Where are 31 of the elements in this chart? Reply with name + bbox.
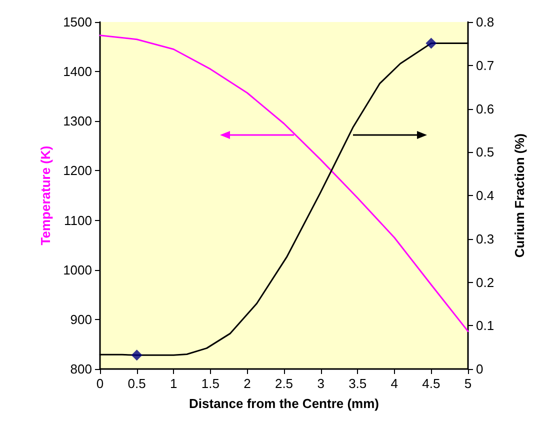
y2-tick-label: 0.5 (476, 144, 494, 160)
y2-tick-label: 0.4 (476, 188, 494, 203)
x-tick-label: 4.5 (422, 376, 440, 391)
x-tick-label: 3.5 (348, 376, 367, 391)
y2-tick-label: 0.7 (476, 58, 494, 73)
x-tick-label: 0 (96, 376, 104, 391)
y-tick-label: 1200 (63, 163, 92, 178)
x-tick-label: 0.5 (128, 376, 146, 391)
y2-tick-label: 0.8 (476, 14, 494, 30)
x-tick-label: 1 (170, 376, 178, 391)
x-tick-label: 4 (390, 376, 398, 391)
x-axis-title: Distance from the Centre (mm) (189, 396, 379, 411)
y-tick-label: 1400 (63, 64, 92, 80)
x-tick-label: 5 (464, 376, 472, 391)
y2-tick-label: 0.6 (476, 101, 494, 116)
y2-tick-label: 0.1 (476, 318, 494, 334)
y-tick-label: 1000 (63, 262, 92, 278)
y2-tick-label: 0 (476, 362, 484, 376)
y-tick-label: 1300 (63, 114, 92, 129)
y-tick-label: 1500 (63, 14, 92, 30)
x-tick-label: 3 (317, 376, 324, 391)
y-tick-label: 900 (70, 312, 92, 327)
x-tick-label: 2 (244, 376, 251, 391)
y-tick-label: 800 (70, 362, 92, 376)
x-tick-label: 2.5 (274, 376, 294, 391)
y-tick-label: 1100 (64, 212, 92, 228)
y2-axis-title: Curium Fraction (%) (512, 133, 527, 258)
y2-tick-label: 0.2 (476, 274, 494, 290)
y-axis-title: Temperature (K) (38, 146, 54, 246)
x-tick-label: 1.5 (201, 376, 220, 391)
y2-tick-label: 0.3 (476, 231, 494, 246)
